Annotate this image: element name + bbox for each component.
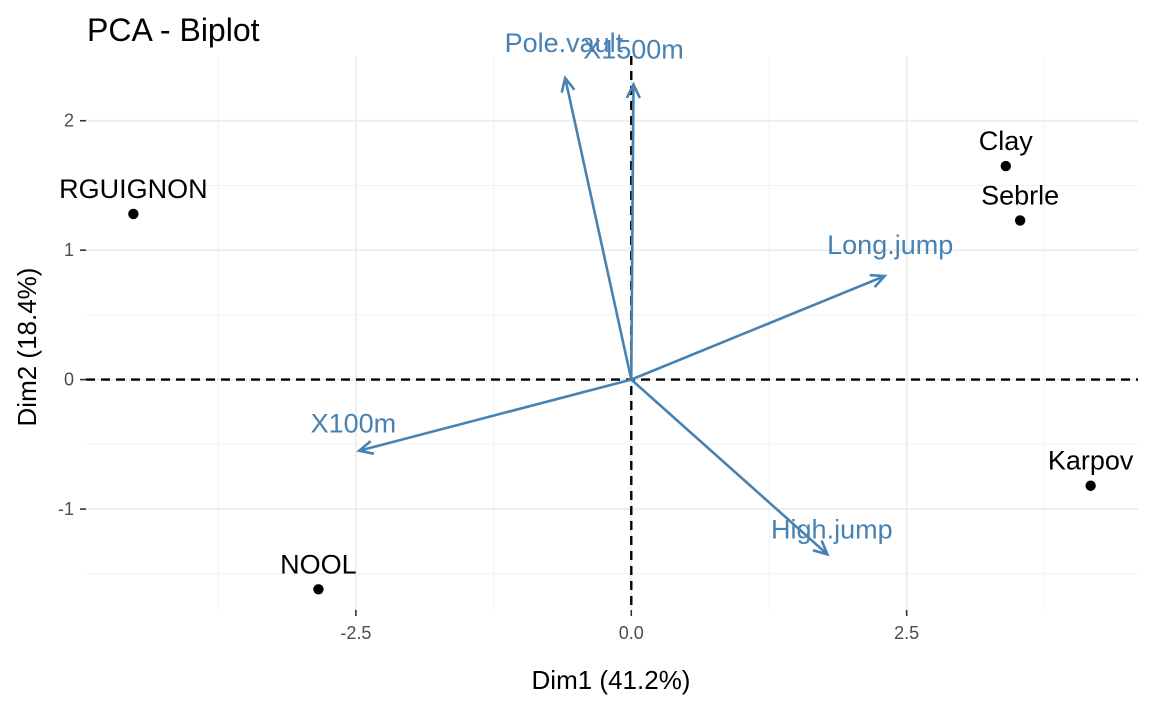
y-tick-label: 0 <box>64 370 74 390</box>
individual-marker <box>1014 215 1026 226</box>
variable-arrow: X100m <box>311 378 632 455</box>
variable-arrow-head <box>560 75 576 93</box>
y-axis-title: Dim2 (18.4%) <box>12 268 42 427</box>
individual-label: RGUIGNON <box>59 174 208 204</box>
x-axis-title: Dim1 (41.2%) <box>532 665 691 695</box>
y-axis: -1 0 1 2 <box>58 111 86 519</box>
individual-point: Sebrle <box>981 180 1059 226</box>
variable-arrow: X1500m <box>583 34 684 380</box>
variable-arrow-head <box>625 81 642 99</box>
individual-marker <box>313 584 324 595</box>
variable-arrow-head <box>869 273 888 289</box>
individual-marker <box>1000 160 1012 172</box>
individual-label: NOOL <box>280 549 357 579</box>
x-tick-label: 0.0 <box>619 623 644 643</box>
variable-arrow-line <box>630 274 886 381</box>
variable-label: X100m <box>311 408 397 438</box>
y-tick-label: -1 <box>58 499 74 519</box>
individual-label: Clay <box>979 126 1034 156</box>
variable-arrow: Long.jump <box>630 230 953 381</box>
individual-marker <box>1085 480 1096 491</box>
individual-label: Karpov <box>1048 446 1134 476</box>
variable-arrow-head <box>812 539 830 557</box>
x-tick-label: -2.5 <box>340 623 371 643</box>
variable-label: Long.jump <box>827 230 953 260</box>
chart-title: PCA - Biplot <box>87 12 260 48</box>
individual-point: Clay <box>979 126 1034 172</box>
y-tick-label: 1 <box>64 240 74 260</box>
individual-point: Karpov <box>1048 446 1134 491</box>
individual-point: RGUIGNON <box>59 174 208 220</box>
variable-arrow-line <box>629 84 635 380</box>
individual-points: RGUIGNON Clay Sebrle Karpov NOOL <box>59 126 1134 595</box>
variable-arrow-head <box>356 440 375 455</box>
variable-arrow: Pole.vault <box>505 28 633 380</box>
x-axis: -2.5 0.0 2.5 <box>340 610 919 643</box>
variable-arrow-line <box>630 378 829 556</box>
x-tick-label: 2.5 <box>894 623 919 643</box>
y-tick-label: 2 <box>64 111 74 131</box>
individual-label: Sebrle <box>981 180 1059 210</box>
variable-label: Pole.vault <box>505 28 624 58</box>
variable-arrow-line <box>563 77 633 380</box>
variable-arrow-line <box>358 378 632 453</box>
variable-arrow: High.jump <box>630 378 893 557</box>
minor-gridlines <box>86 56 1138 610</box>
variable-label: High.jump <box>771 514 893 544</box>
individual-point: NOOL <box>280 549 357 595</box>
individual-marker <box>128 208 139 220</box>
variable-label: X1500m <box>583 34 684 64</box>
